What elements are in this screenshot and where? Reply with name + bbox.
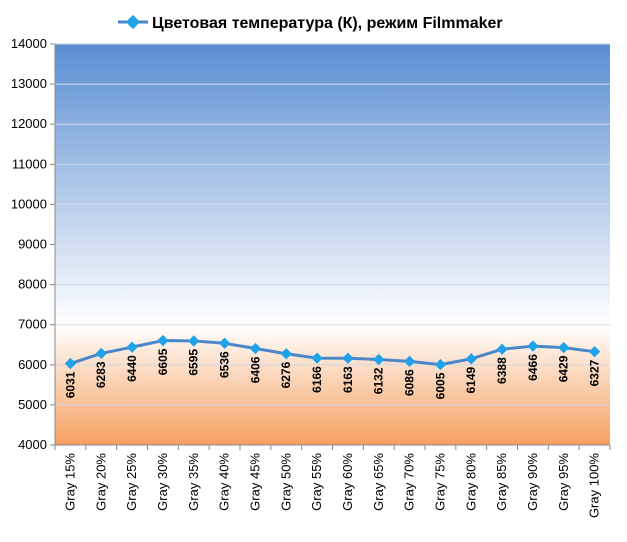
- data-label: 6406: [248, 356, 262, 383]
- data-label: 6276: [279, 361, 293, 388]
- y-tick-label: 11000: [12, 156, 47, 171]
- y-tick-label: 12000: [11, 116, 47, 131]
- data-label: 6163: [341, 366, 355, 393]
- cool-band: [55, 44, 610, 325]
- data-label: 6283: [94, 361, 108, 388]
- x-tick-label: Gray 15%: [62, 453, 77, 511]
- x-tick-label: Gray 65%: [371, 453, 386, 511]
- x-tick-label: Gray 100%: [587, 453, 602, 518]
- x-tick-label: Gray 75%: [432, 453, 447, 511]
- data-point: [527, 340, 539, 352]
- x-tick-label: Gray 50%: [278, 453, 293, 511]
- data-point: [311, 352, 323, 364]
- data-labels: 6031 6283 6440 6605 6595 6536 6406 6276 6166 6163…: [63, 348, 601, 399]
- x-tick-label: Gray 55%: [309, 453, 324, 511]
- data-label: 6440: [125, 355, 139, 382]
- y-tick-label: 10000: [11, 196, 47, 211]
- data-label: 6149: [464, 367, 478, 394]
- y-tick-label: 8000: [18, 277, 47, 292]
- data-point: [373, 353, 385, 366]
- x-tick-label: Gray 70%: [402, 453, 417, 511]
- y-tick-label: 14000: [11, 36, 47, 51]
- data-point: [157, 334, 169, 347]
- data-point: [342, 352, 354, 364]
- plot-background: [55, 44, 610, 445]
- legend-marker-swatch: [125, 14, 141, 30]
- y-axis-ticks: 4000 5000 6000 7000 8000 9000 10000 11000 12000 1…: [11, 36, 55, 452]
- data-label: 6466: [526, 354, 540, 381]
- data-label: 6605: [156, 348, 170, 375]
- data-label: 6388: [495, 357, 509, 384]
- x-tick-label: Gray 20%: [93, 453, 108, 511]
- x-tick-label: Gray 95%: [556, 453, 571, 511]
- x-tick-label: Gray 35%: [186, 453, 201, 511]
- data-label: 6031: [63, 371, 77, 398]
- data-point: [588, 346, 601, 358]
- warm-band: [55, 324, 610, 445]
- series-line: [69, 339, 595, 367]
- gridlines: [55, 43, 610, 446]
- data-label: 6132: [372, 367, 386, 394]
- data-point: [496, 343, 508, 355]
- y-tick-label: 6000: [18, 357, 47, 372]
- y-tick-label: 4000: [18, 437, 47, 452]
- data-point: [280, 348, 292, 360]
- data-label: 6086: [403, 369, 417, 396]
- data-point: [403, 355, 416, 368]
- x-tick-label: Gray 80%: [463, 453, 478, 511]
- data-label: 6005: [433, 372, 447, 399]
- data-label: 6595: [187, 349, 201, 376]
- series-layer: [64, 334, 601, 371]
- y-tick-label: 5000: [18, 397, 47, 412]
- x-tick-label: Gray 40%: [217, 453, 232, 511]
- data-point: [126, 341, 138, 353]
- x-tick-label: Gray 85%: [494, 453, 509, 511]
- data-point: [249, 342, 262, 355]
- legend-label: Цветовая температура (К), режим Filmmake…: [152, 15, 503, 32]
- data-label: 6429: [557, 355, 571, 382]
- x-tick-label: Gray 60%: [340, 453, 355, 511]
- data-point: [218, 337, 231, 349]
- data-point: [558, 341, 570, 354]
- data-point: [465, 353, 477, 365]
- x-tick-label: Gray 45%: [247, 453, 262, 511]
- data-label: 6327: [588, 359, 602, 386]
- x-axis-ticks: Gray 15% Gray 20% Gray 25% Gray 30% Gray 35%…: [54, 445, 611, 518]
- y-tick-label: 9000: [18, 237, 47, 252]
- x-tick-label: Gray 25%: [124, 453, 139, 511]
- data-label: 6536: [218, 351, 232, 378]
- x-tick-label: Gray 90%: [525, 453, 540, 511]
- data-point: [188, 335, 200, 347]
- data-point: [434, 358, 447, 371]
- data-label: 6166: [310, 366, 324, 393]
- y-tick-label: 7000: [18, 317, 47, 332]
- legend: Цветовая температура (К), режим Filmmake…: [118, 14, 503, 32]
- x-tick-label: Gray 30%: [155, 453, 170, 511]
- y-tick-label: 13000: [11, 76, 47, 91]
